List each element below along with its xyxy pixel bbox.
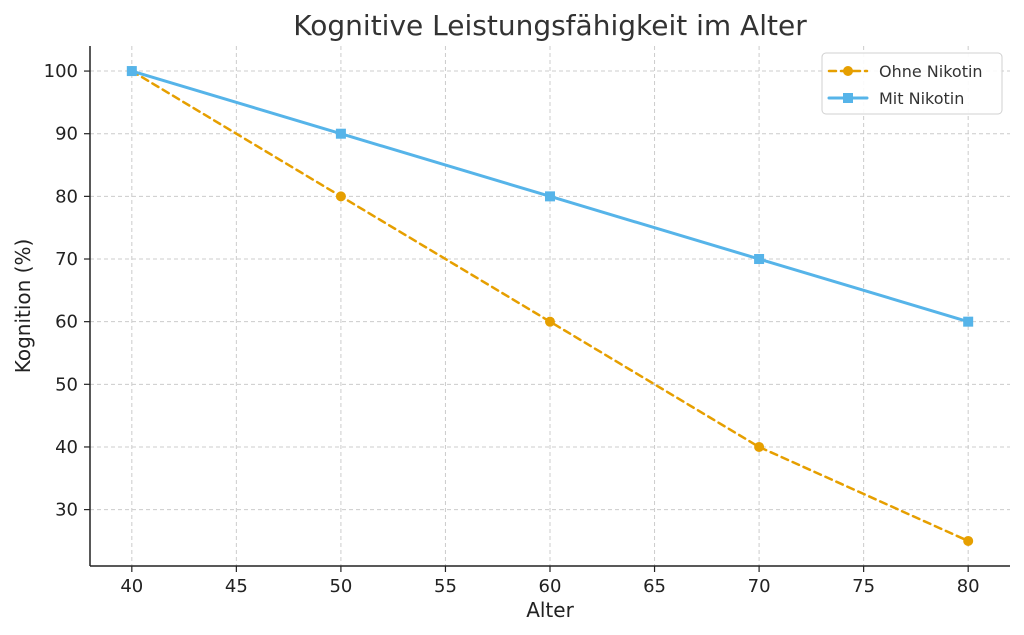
x-tick-label: 65 [643, 576, 666, 597]
chart-title: Kognitive Leistungsfähigkeit im Alter [293, 9, 807, 42]
x-axis-label: Alter [526, 598, 574, 622]
data-point [335, 191, 346, 202]
legend: Ohne Nikotin Mit Nikotin [821, 52, 1003, 115]
y-tick-label: 70 [55, 249, 78, 270]
data-point [963, 535, 974, 546]
x-tick-label: 75 [852, 576, 875, 597]
x-tick-label: 40 [120, 576, 143, 597]
grid [90, 46, 1010, 566]
axes: 40 45 50 55 60 65 70 75 80 30 40 50 60 70 80 90 100 [44, 46, 1010, 597]
x-tick-label: 70 [748, 576, 771, 597]
data-point [754, 254, 765, 265]
data-point [545, 316, 555, 327]
legend-label: Ohne Nikotin [879, 62, 983, 81]
y-tick-label: 90 [55, 124, 78, 145]
data-point [963, 316, 974, 327]
legend-marker [843, 93, 853, 103]
x-tick-label: 80 [957, 576, 980, 597]
x-tick-label: 50 [329, 576, 352, 597]
data-point [335, 128, 346, 139]
legend-marker [843, 66, 853, 76]
data-point [545, 191, 555, 202]
x-tick-label: 45 [225, 576, 248, 597]
y-axis-label: Kognition (%) [11, 239, 35, 374]
series-1 [126, 66, 974, 546]
y-tick-label: 50 [55, 374, 78, 395]
data-point [126, 66, 137, 77]
x-tick-label: 60 [539, 576, 562, 597]
y-tick-label: 30 [55, 500, 78, 521]
legend-label: Mit Nikotin [879, 89, 964, 108]
y-tick-label: 60 [55, 312, 78, 333]
y-tick-label: 40 [55, 437, 78, 458]
x-tick-label: 55 [434, 576, 457, 597]
y-tick-label: 80 [55, 186, 78, 207]
series-layer [126, 66, 974, 546]
data-point [754, 441, 765, 452]
series-2 [126, 66, 974, 327]
y-tick-label: 100 [44, 61, 78, 82]
